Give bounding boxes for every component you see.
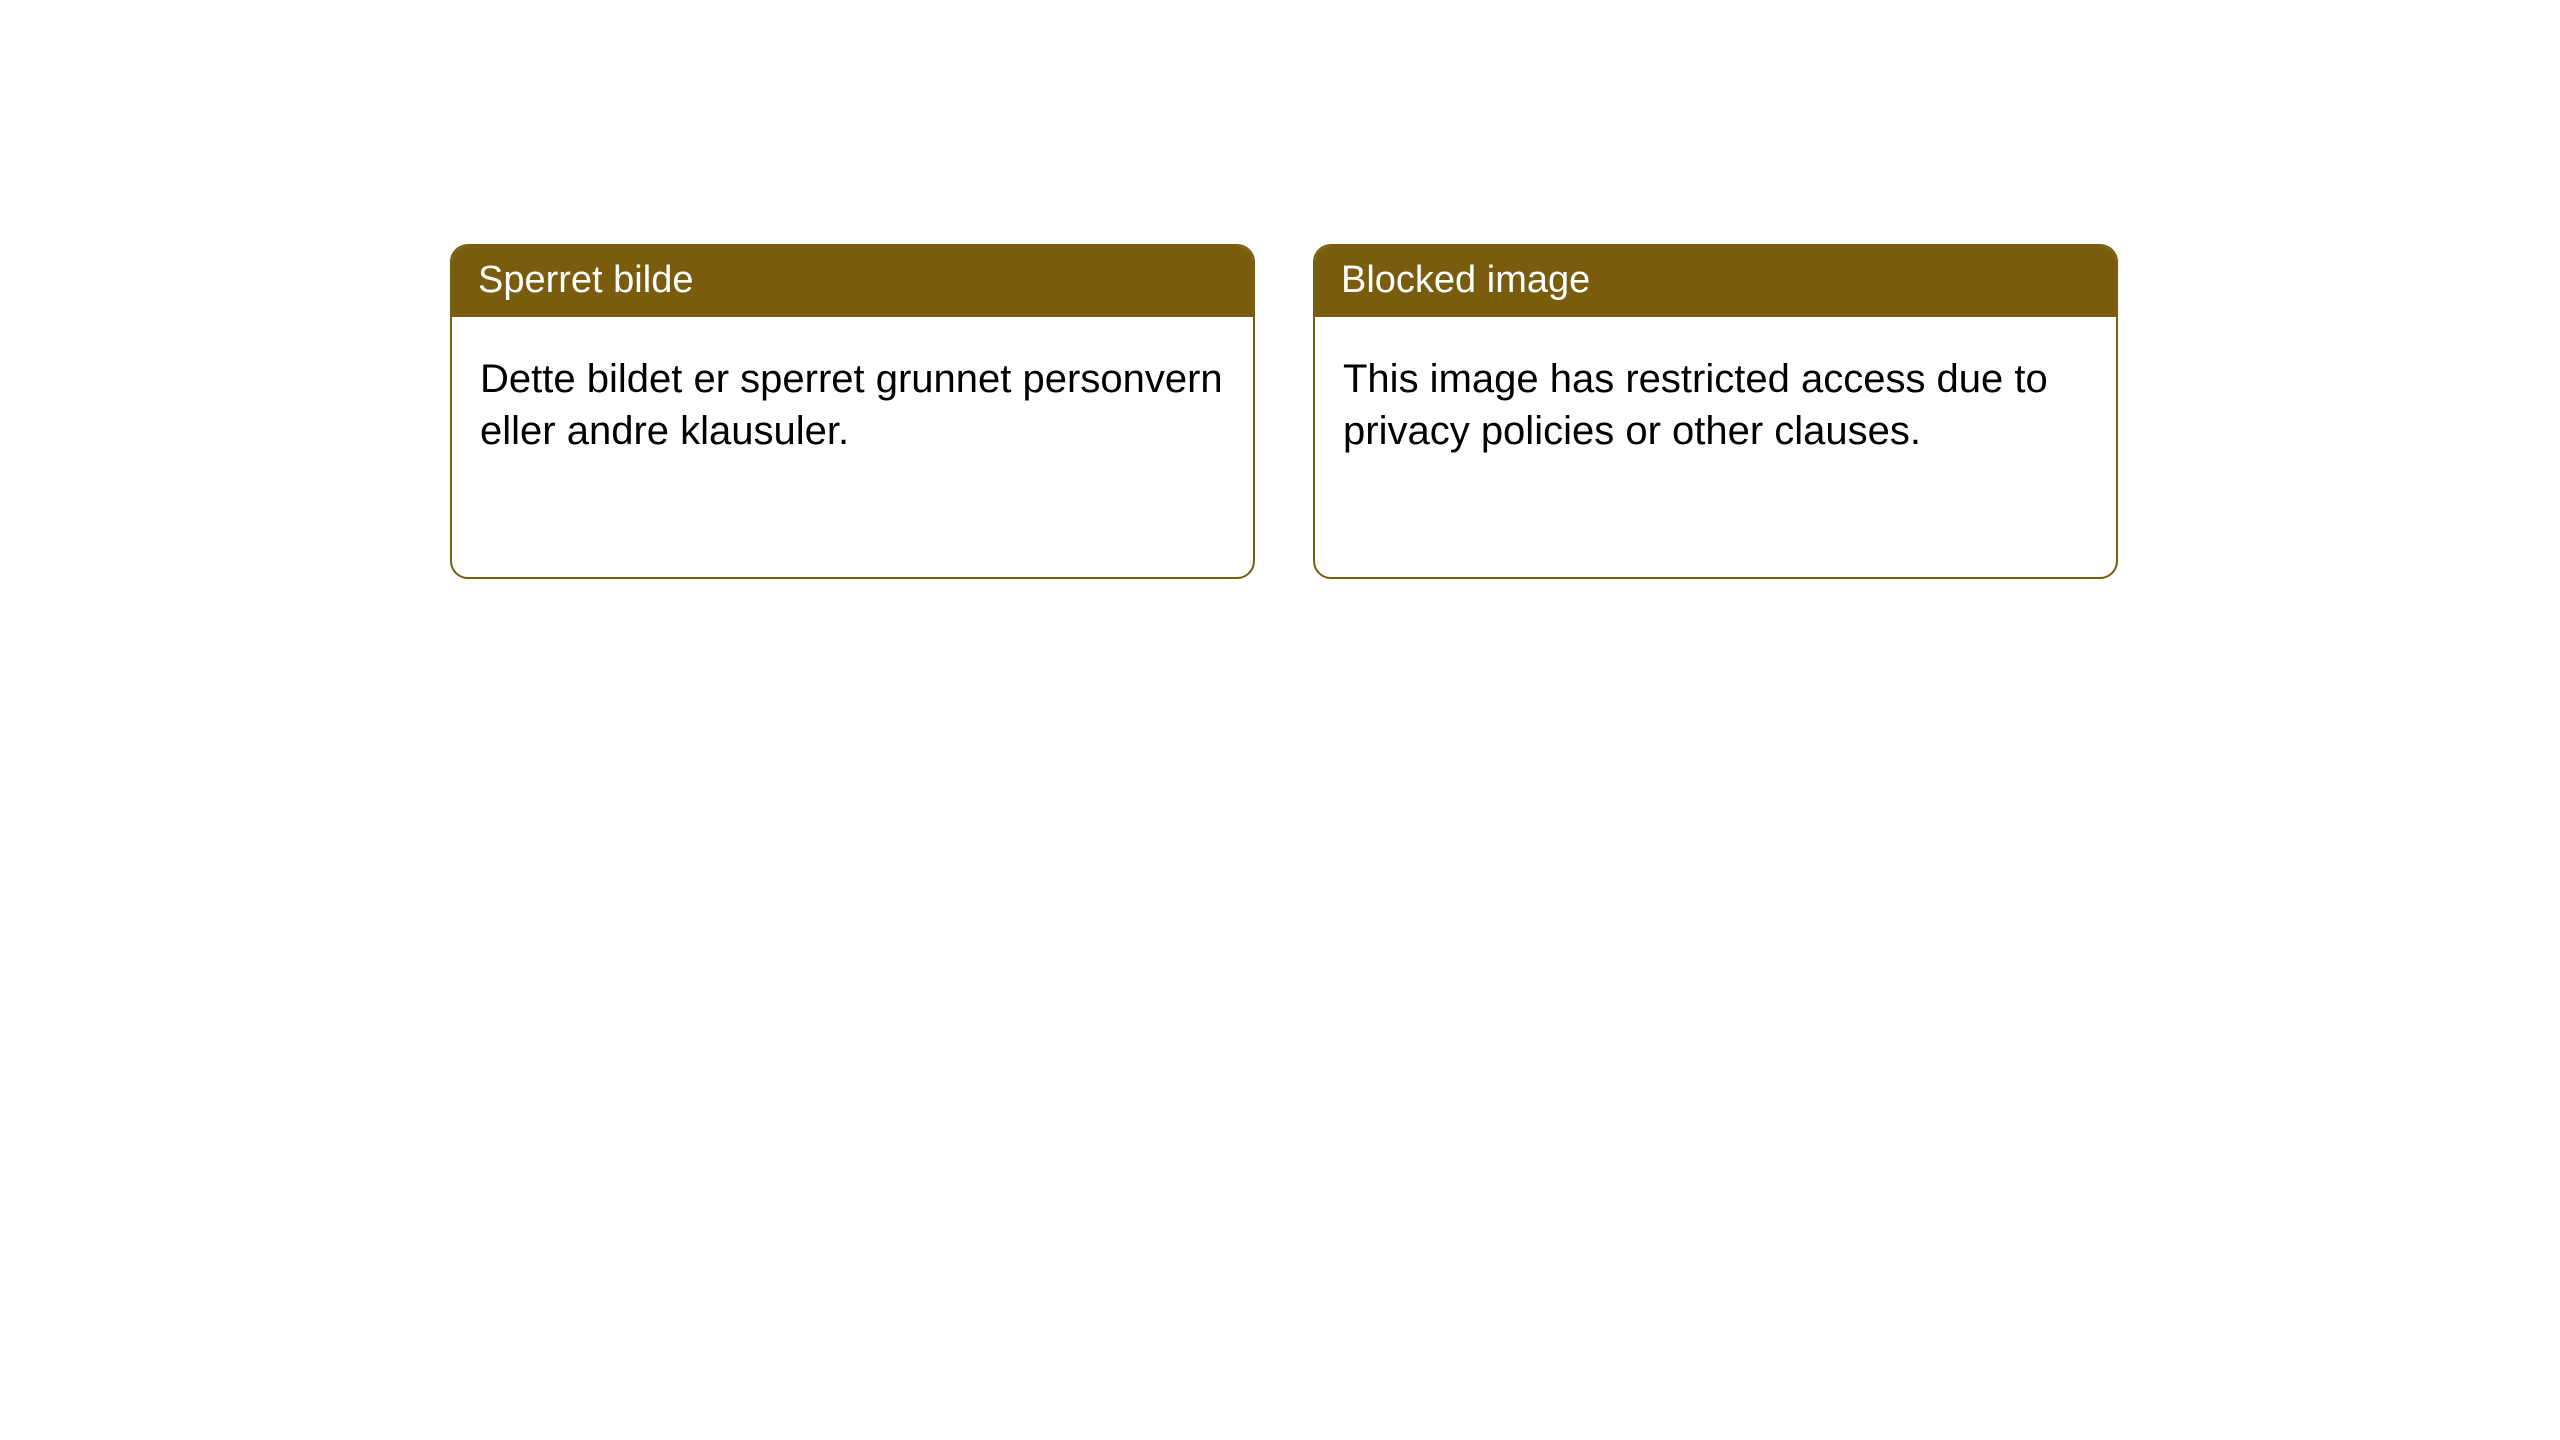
- notice-body: This image has restricted access due to …: [1315, 317, 2116, 485]
- notice-header: Sperret bilde: [452, 246, 1253, 317]
- notice-header: Blocked image: [1315, 246, 2116, 317]
- notice-card-english: Blocked image This image has restricted …: [1313, 244, 2118, 579]
- notice-card-norwegian: Sperret bilde Dette bildet er sperret gr…: [450, 244, 1255, 579]
- notice-body: Dette bildet er sperret grunnet personve…: [452, 317, 1253, 485]
- notice-container: Sperret bilde Dette bildet er sperret gr…: [0, 0, 2560, 579]
